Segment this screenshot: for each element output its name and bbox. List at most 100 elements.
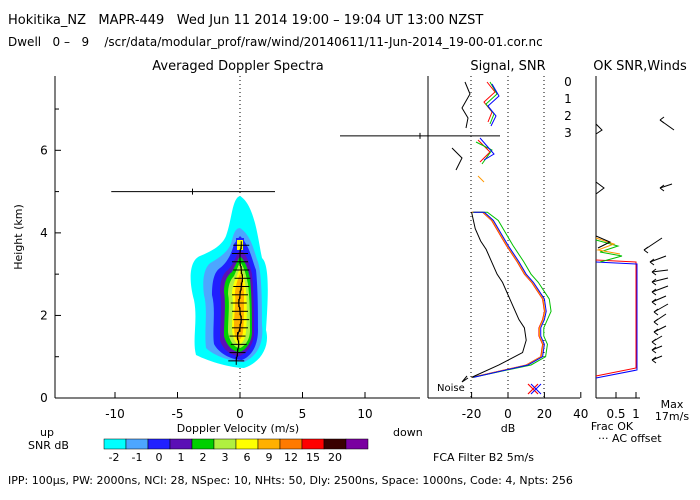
snr-upper-trace-0 — [461, 81, 471, 129]
colorbar-cell-3 — [169, 438, 193, 450]
colorbar-tick: 2 — [200, 451, 207, 464]
wind-arrowhead — [643, 246, 649, 254]
colorbar-tick: 20 — [328, 451, 342, 464]
legend-entry-2: 2 — [564, 109, 572, 123]
wind-arrowhead — [651, 346, 657, 354]
snr-upper-trace-3 — [487, 83, 500, 127]
wind-arrowhead — [651, 278, 657, 286]
noise-marker-red — [527, 383, 539, 395]
colorbar-cell-4 — [191, 438, 215, 450]
winds-upper-mark — [595, 123, 603, 135]
colorbar-tick: 15 — [306, 451, 320, 464]
x-tick-label: 10 — [357, 407, 372, 421]
y-tick-label: 2 — [40, 308, 48, 322]
wind-arrowhead — [659, 116, 665, 124]
wind-arrowhead — [651, 338, 657, 346]
x-tick-label: 5 — [299, 407, 307, 421]
snr-x-tick-label: 20 — [537, 407, 552, 421]
snr-x-tick-label: -20 — [462, 407, 482, 421]
snr-upper-trace-1 — [483, 81, 496, 123]
snr-x-label: dB — [501, 422, 516, 435]
wind-arrow — [651, 285, 669, 293]
spectra-title: Averaged Doppler Spectra — [152, 59, 323, 74]
snr-series-3 — [473, 211, 547, 378]
snr-axes — [427, 76, 580, 399]
down-label: down — [393, 426, 423, 439]
y-tick-label: 6 — [40, 143, 48, 157]
colorbar-cell-0 — [103, 438, 127, 450]
colorbar-cell-5 — [213, 438, 237, 450]
filter-label: FCA Filter B2 5m/s — [433, 451, 534, 464]
winds-x-tick-label: 0.5 — [606, 407, 625, 421]
x-tick-label: -10 — [105, 407, 125, 421]
wind-arrow — [651, 269, 669, 273]
winds-mid-mark — [595, 181, 605, 195]
x-tick-label: 0 — [236, 407, 244, 421]
y-tick-label: 4 — [40, 226, 48, 240]
wind-max-label: Max — [661, 398, 684, 411]
colorbar-tick: -2 — [109, 451, 120, 464]
snr-legend: 0 1 2 3 — [564, 75, 572, 140]
snr-x-tick-label: 0 — [504, 407, 512, 421]
wind-arrowhead — [649, 258, 655, 266]
winds-plot-area — [595, 116, 675, 379]
snr-x-tick-label: 40 — [573, 407, 588, 421]
colorbar-cell-8 — [279, 438, 303, 450]
frac-ok-black — [595, 235, 612, 249]
wind-arrowhead — [651, 298, 657, 306]
colorbar: -2 -1 0 1 2 3 6 9 12 15 20 — [103, 438, 369, 464]
colorbar-label: SNR dB — [28, 439, 69, 452]
spectra-plot-area — [111, 132, 500, 368]
mean-velocity-line — [235, 245, 244, 361]
ac-offset-note: ··· AC offset — [598, 432, 662, 445]
snr-ticks: -20 0 20 40 — [462, 392, 588, 421]
winds-title: OK SNR,Winds — [593, 59, 687, 74]
wind-arrowhead — [653, 308, 659, 316]
snr-title: Signal, SNR — [470, 59, 545, 74]
wind-arrowhead — [653, 328, 659, 336]
signal-curve — [471, 212, 527, 378]
footer-params: IPP: 100μs, PW: 2000ns, NCI: 28, NSpec: … — [8, 474, 573, 487]
winds-ticks: 0.5 1 — [606, 392, 640, 421]
winds-x-label: Frac OK — [591, 420, 634, 433]
snr-upper-trace-2 — [485, 81, 498, 125]
frac-ok-blue — [595, 261, 638, 379]
colorbar-cell-1 — [125, 438, 149, 450]
y-axis-label: Height (km) — [12, 204, 25, 270]
wind-arrowhead — [653, 318, 659, 326]
snr-series-1 — [472, 211, 546, 378]
winds-axes — [595, 76, 640, 399]
legend-entry-0: 0 — [564, 75, 572, 89]
legend-entry-3: 3 — [564, 126, 572, 140]
frac-ok-orange — [595, 237, 621, 255]
wind-arrow — [651, 295, 667, 303]
wind-arrow — [649, 255, 667, 263]
noise-label: Noise — [437, 383, 465, 394]
frac-ok-green — [595, 239, 623, 263]
colorbar-tick: 12 — [284, 451, 298, 464]
wind-arrow — [651, 277, 669, 283]
wind-arrow — [659, 183, 673, 189]
colorbar-cell-6 — [235, 438, 259, 450]
y-tick-label: 0 — [40, 391, 48, 405]
colorbar-cell-11 — [345, 438, 369, 450]
snr-series-0 — [471, 211, 545, 378]
up-label: up — [40, 426, 54, 439]
wind-arrowhead — [651, 268, 657, 276]
noise-marker-blue — [530, 383, 542, 395]
noise-arrow — [461, 375, 469, 383]
colorbar-tick: 1 — [178, 451, 185, 464]
frac-ok-red — [595, 259, 637, 377]
snr-upper-trace-7 — [479, 137, 495, 161]
wind-max-value: 17m/s — [655, 410, 689, 423]
colorbar-cell-2 — [147, 438, 171, 450]
colorbar-cell-9 — [301, 438, 325, 450]
spectra-ticks: -10 -5 0 5 10 0 2 4 6 — [40, 108, 373, 421]
wind-arrowhead — [659, 184, 665, 192]
colorbar-tick: -1 — [132, 451, 143, 464]
wind-arrowhead — [651, 356, 657, 364]
colorbar-cell-7 — [257, 438, 281, 450]
snr-plot-area — [451, 81, 552, 395]
legend-entry-1: 1 — [564, 92, 572, 106]
colorbar-tick: 6 — [244, 451, 251, 464]
